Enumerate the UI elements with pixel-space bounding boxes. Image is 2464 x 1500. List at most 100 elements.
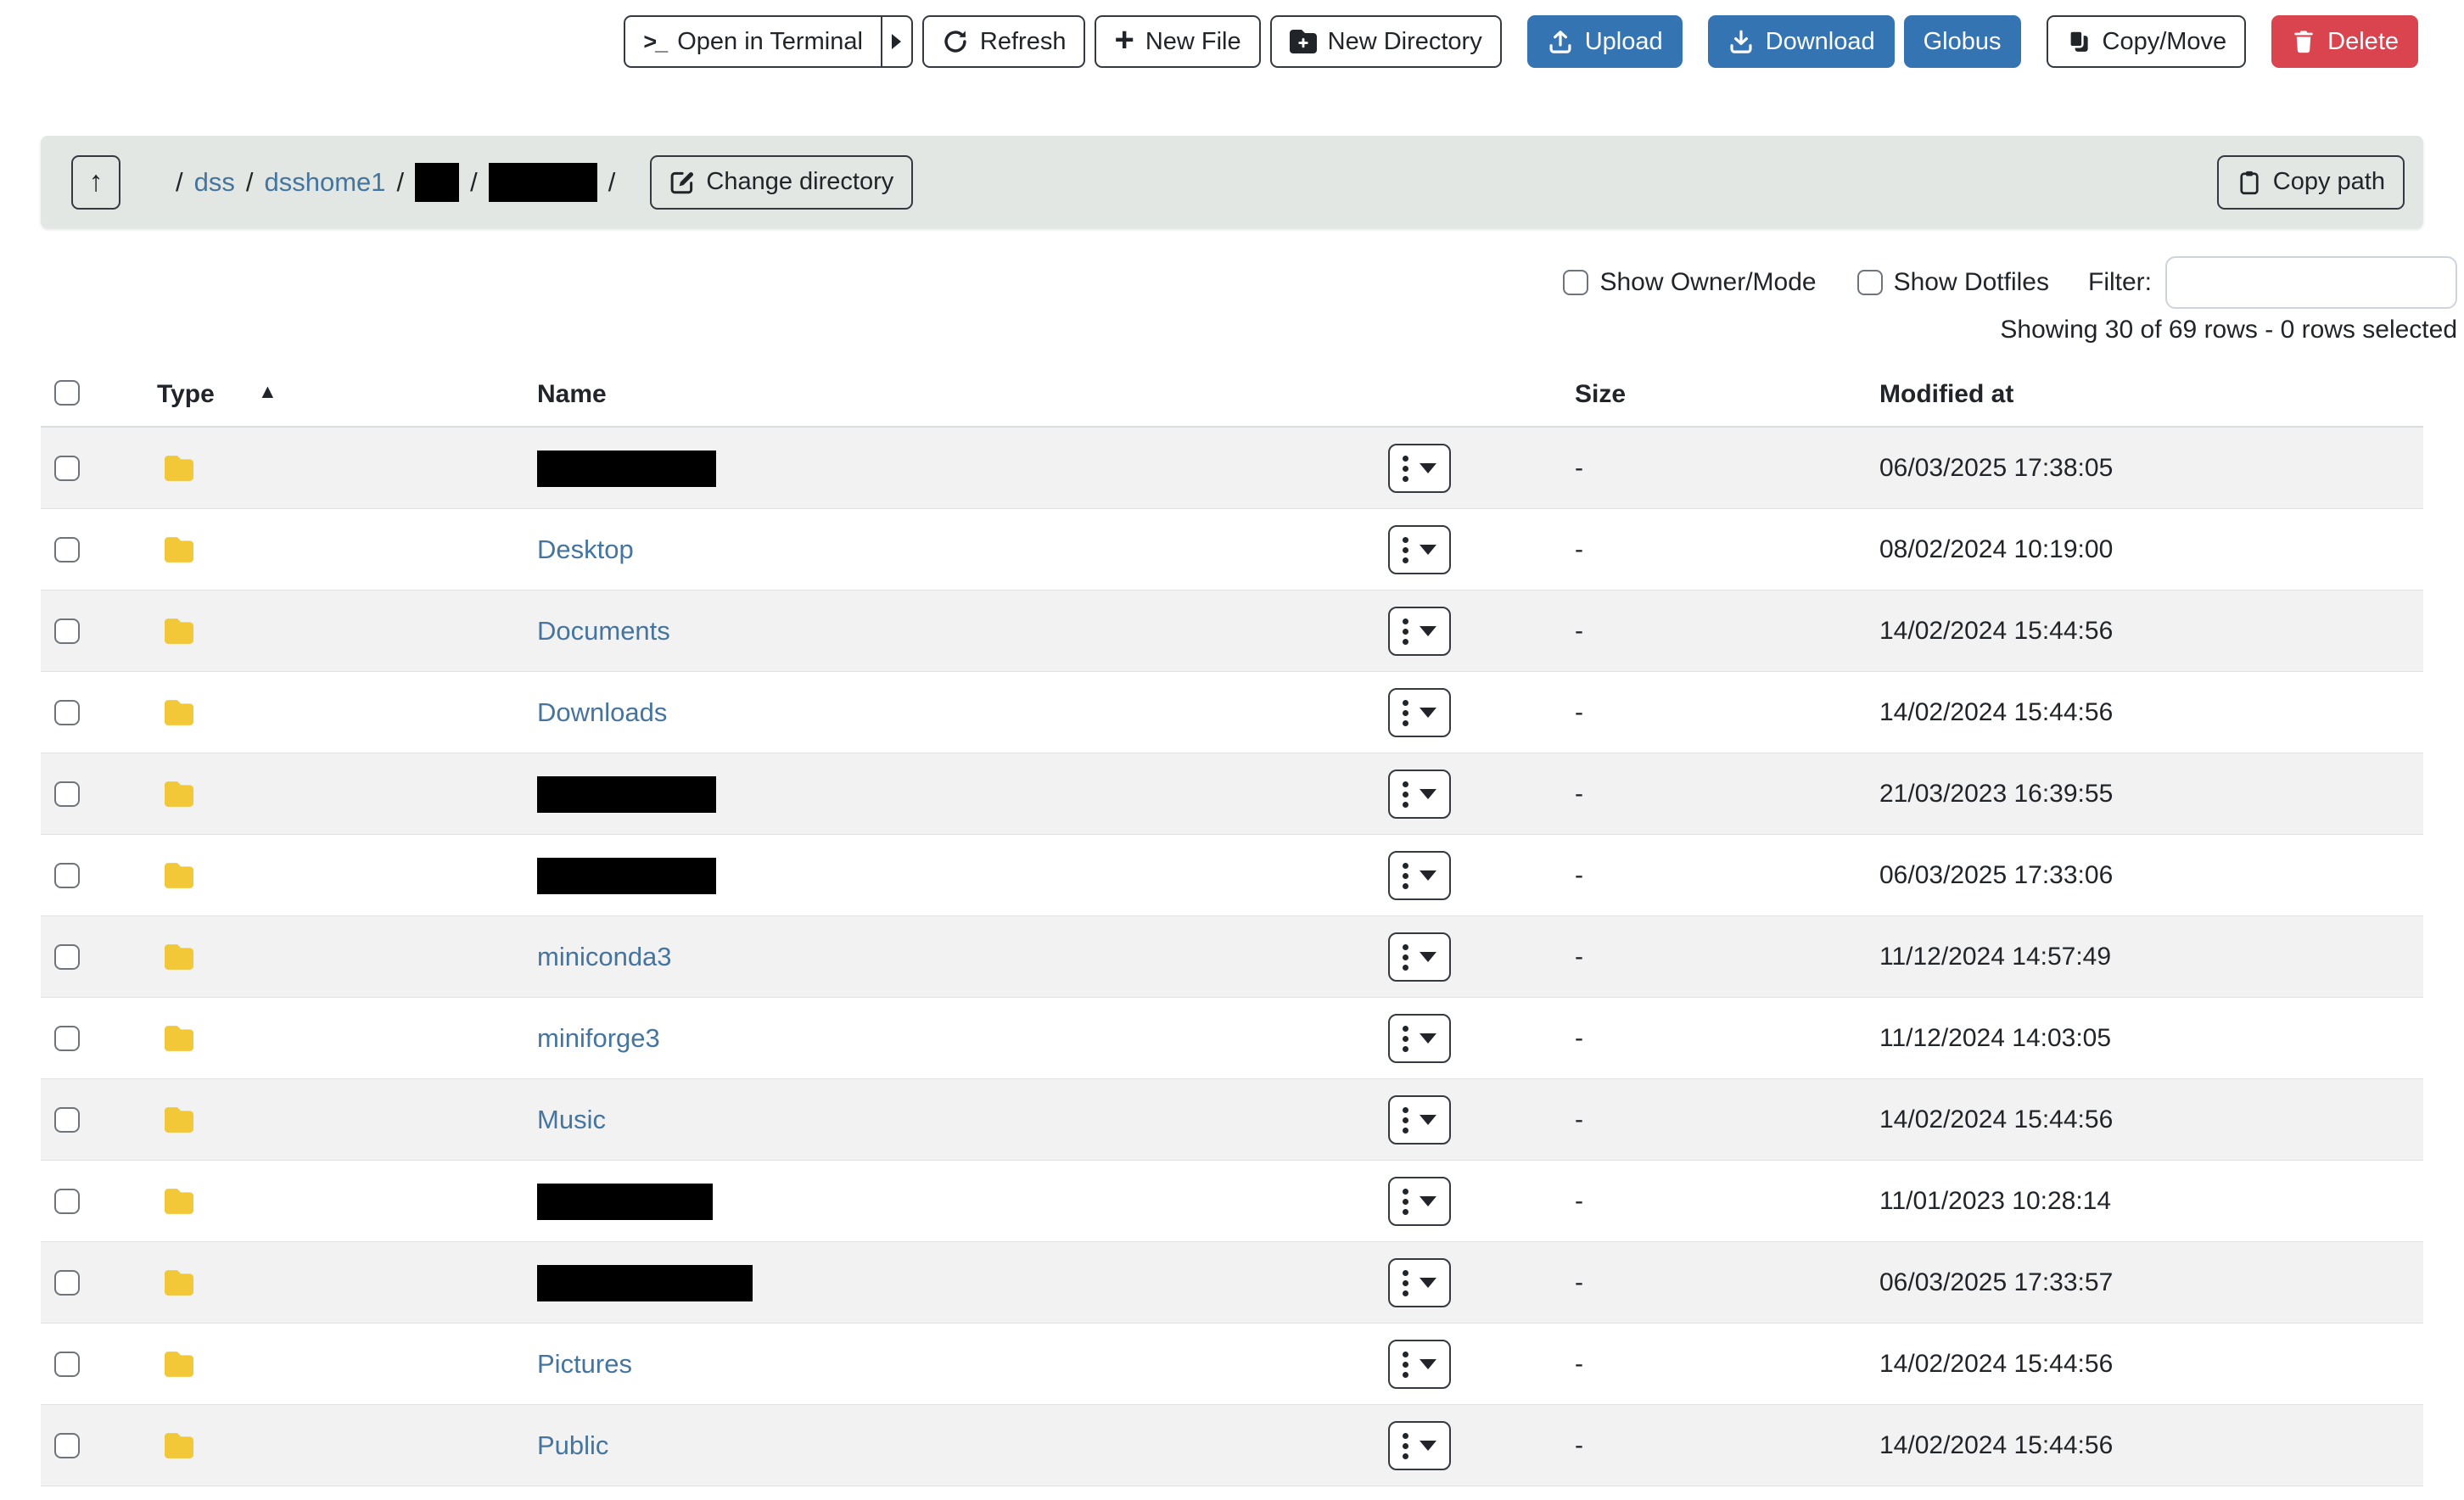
toolbar: >_ Open in Terminal Refresh + New File N… (624, 15, 2418, 68)
row-checkbox[interactable] (54, 618, 80, 644)
open-in-terminal-dropdown-toggle[interactable] (882, 15, 913, 68)
row-checkbox[interactable] (54, 1352, 80, 1377)
folder-icon (161, 1268, 197, 1297)
select-all-checkbox[interactable] (54, 380, 80, 406)
copy-path-button[interactable]: Copy path (2216, 154, 2405, 210)
column-header-name[interactable]: Name (537, 380, 607, 408)
show-dotfiles-checkbox[interactable] (1856, 270, 1883, 295)
row-modified: 06/03/2025 17:38:05 (1879, 454, 2114, 482)
row-actions-dropdown[interactable] (1388, 770, 1451, 819)
row-checkbox[interactable] (54, 1433, 80, 1458)
show-owner-mode-toggle: Show Owner/Mode (1563, 268, 1817, 297)
file-link[interactable]: Desktop (537, 535, 634, 564)
row-size: - (1575, 1431, 1583, 1459)
column-header-type[interactable]: Type (157, 380, 215, 408)
caret-down-icon (1420, 1115, 1436, 1125)
row-actions-dropdown[interactable] (1388, 607, 1451, 656)
up-directory-button[interactable]: ↑ (71, 154, 120, 210)
caret-down-icon (1420, 1359, 1436, 1369)
terminal-icon: >_ (643, 28, 668, 54)
filter-input[interactable] (2165, 256, 2457, 309)
breadcrumb-bar: ↑ / dss / dsshome1 / / / Change directory Copy… (41, 136, 2423, 228)
file-link[interactable]: Downloads (537, 697, 668, 727)
row-checkbox[interactable] (54, 700, 80, 725)
row-checkbox[interactable] (54, 456, 80, 481)
row-modified: 06/03/2025 17:33:57 (1879, 1268, 2114, 1296)
show-dotfiles-toggle: Show Dotfiles (1856, 268, 2049, 297)
new-file-button[interactable]: + New File (1095, 15, 1261, 68)
row-modified: 14/02/2024 15:44:56 (1879, 1350, 2114, 1378)
refresh-button[interactable]: Refresh (921, 15, 1086, 68)
row-actions-dropdown[interactable] (1388, 1421, 1451, 1470)
open-in-terminal-button[interactable]: >_ Open in Terminal (624, 15, 882, 68)
globus-button[interactable]: Globus (1903, 15, 2021, 68)
table-row: Public - 14/02/2024 15:44:56 (41, 1405, 2423, 1486)
row-checkbox[interactable] (54, 1270, 80, 1296)
folder-icon (161, 617, 197, 646)
row-actions-dropdown[interactable] (1388, 1258, 1451, 1307)
caret-down-icon (1420, 463, 1436, 473)
row-actions-dropdown[interactable] (1388, 444, 1451, 493)
redacted-file-name (537, 450, 716, 487)
file-link[interactable]: Public (537, 1430, 609, 1460)
file-table: Type ▲ Name Size Modified at - 06/03/202… (41, 372, 2423, 1486)
kebab-icon (1403, 699, 1408, 726)
row-actions-dropdown[interactable] (1388, 1340, 1451, 1389)
breadcrumb-link[interactable]: dsshome1 (264, 166, 386, 197)
upload-button[interactable]: Upload (1526, 15, 1683, 68)
row-actions-dropdown[interactable] (1388, 851, 1451, 900)
refresh-icon (944, 31, 966, 53)
row-modified: 11/01/2023 10:28:14 (1879, 1187, 2112, 1215)
row-size: - (1575, 535, 1583, 563)
kebab-icon (1403, 455, 1408, 482)
table-row: - 06/03/2025 17:33:06 (41, 835, 2423, 916)
row-checkbox[interactable] (54, 781, 80, 807)
show-dotfiles-label: Show Dotfiles (1893, 268, 2049, 296)
row-checkbox[interactable] (54, 1107, 80, 1133)
row-actions-dropdown[interactable] (1388, 1095, 1451, 1145)
row-checkbox[interactable] (54, 537, 80, 562)
copy-move-button[interactable]: Copy/Move (2046, 15, 2247, 68)
new-directory-button[interactable]: New Directory (1269, 15, 1502, 68)
pencil-square-icon (671, 171, 694, 193)
column-header-modified[interactable]: Modified at (1879, 380, 2014, 408)
kebab-icon (1403, 943, 1408, 971)
table-row: - 21/03/2023 16:39:55 (41, 753, 2423, 835)
file-name-cell: Public (537, 1405, 608, 1486)
row-checkbox[interactable] (54, 1189, 80, 1214)
folder-icon (161, 698, 197, 727)
caret-down-icon (1420, 1278, 1436, 1288)
open-in-terminal-label: Open in Terminal (677, 27, 863, 55)
row-size: - (1575, 861, 1583, 889)
row-actions-dropdown[interactable] (1388, 525, 1451, 574)
row-actions-dropdown[interactable] (1388, 1177, 1451, 1226)
kebab-icon (1403, 536, 1408, 563)
change-directory-label: Change directory (706, 168, 894, 195)
breadcrumb-link[interactable]: dss (193, 166, 235, 197)
file-name-cell (537, 753, 716, 835)
globus-label: Globus (1923, 27, 2002, 55)
row-actions-dropdown[interactable] (1388, 1014, 1451, 1063)
row-modified: 14/02/2024 15:44:56 (1879, 1431, 2114, 1459)
file-link[interactable]: miniforge3 (537, 1023, 660, 1053)
download-button[interactable]: Download (1707, 15, 1895, 68)
file-link[interactable]: Documents (537, 616, 670, 646)
row-checkbox[interactable] (54, 1026, 80, 1051)
row-actions-dropdown[interactable] (1388, 932, 1451, 982)
caret-down-icon (1420, 789, 1436, 799)
delete-button[interactable]: Delete (2271, 15, 2418, 68)
change-directory-button[interactable]: Change directory (650, 154, 914, 210)
kebab-icon (1403, 1188, 1408, 1215)
file-name-cell (537, 1242, 753, 1324)
row-size: - (1575, 617, 1583, 645)
file-link[interactable]: Pictures (537, 1349, 632, 1379)
table-row: - 06/03/2025 17:38:05 (41, 428, 2423, 509)
file-link[interactable]: miniconda3 (537, 942, 672, 971)
column-header-size[interactable]: Size (1575, 380, 1627, 408)
row-actions-dropdown[interactable] (1388, 688, 1451, 737)
row-checkbox[interactable] (54, 863, 80, 888)
show-owner-mode-checkbox[interactable] (1563, 270, 1589, 295)
table-row: miniforge3 - 11/12/2024 14:03:05 (41, 998, 2423, 1079)
file-link[interactable]: Music (537, 1105, 606, 1134)
row-checkbox[interactable] (54, 944, 80, 970)
